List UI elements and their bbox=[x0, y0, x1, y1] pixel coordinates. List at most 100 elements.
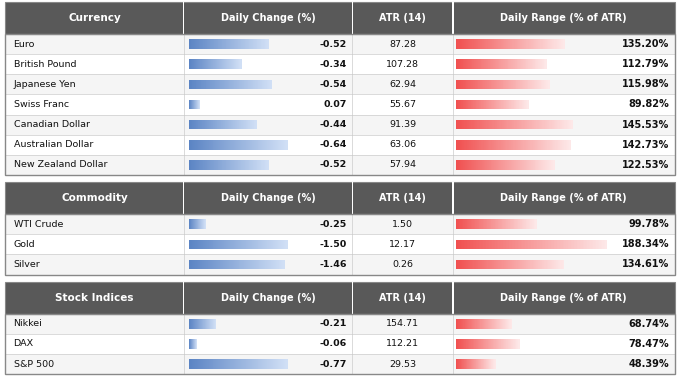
Bar bbox=[235, 140, 237, 150]
Bar bbox=[490, 339, 492, 349]
Bar bbox=[250, 359, 252, 369]
Bar bbox=[190, 100, 191, 109]
Bar bbox=[196, 339, 197, 349]
Bar bbox=[190, 339, 191, 349]
Bar bbox=[486, 319, 487, 329]
Bar bbox=[199, 260, 201, 269]
Bar bbox=[503, 319, 504, 329]
Bar bbox=[193, 219, 194, 229]
Bar bbox=[507, 219, 509, 229]
Bar bbox=[226, 120, 227, 129]
Bar bbox=[508, 339, 509, 349]
Bar bbox=[517, 59, 519, 69]
Bar bbox=[543, 160, 545, 170]
Bar bbox=[204, 219, 205, 229]
Bar bbox=[497, 219, 498, 229]
Text: British Pound: British Pound bbox=[14, 60, 76, 69]
Bar bbox=[286, 140, 288, 150]
Bar bbox=[510, 319, 511, 329]
Bar bbox=[473, 120, 475, 129]
Bar bbox=[532, 59, 534, 69]
Bar bbox=[222, 59, 224, 69]
Bar bbox=[198, 120, 199, 129]
Bar bbox=[562, 39, 564, 49]
Bar bbox=[475, 140, 477, 150]
Bar bbox=[204, 260, 206, 269]
Bar bbox=[515, 59, 517, 69]
Bar bbox=[560, 260, 561, 269]
Bar bbox=[545, 240, 547, 249]
Bar bbox=[205, 80, 207, 89]
Bar bbox=[203, 160, 205, 170]
Bar bbox=[211, 160, 212, 170]
Bar bbox=[204, 319, 205, 329]
Bar bbox=[265, 140, 266, 150]
Bar bbox=[483, 39, 485, 49]
Bar bbox=[193, 219, 194, 229]
Bar bbox=[589, 240, 591, 249]
Bar bbox=[247, 140, 248, 150]
Bar bbox=[509, 140, 511, 150]
Bar bbox=[509, 59, 511, 69]
Bar bbox=[231, 39, 233, 49]
Bar bbox=[273, 359, 275, 369]
Bar bbox=[195, 339, 196, 349]
Bar bbox=[488, 160, 490, 170]
Bar bbox=[192, 219, 193, 229]
Bar bbox=[216, 359, 217, 369]
Bar bbox=[513, 339, 515, 349]
Bar bbox=[223, 160, 224, 170]
Bar bbox=[250, 39, 251, 49]
Bar bbox=[256, 240, 258, 249]
Bar bbox=[209, 140, 211, 150]
Bar bbox=[201, 59, 202, 69]
Bar bbox=[194, 100, 195, 109]
Bar bbox=[205, 319, 206, 329]
Bar bbox=[481, 160, 483, 170]
Bar bbox=[189, 100, 190, 109]
Bar bbox=[219, 80, 220, 89]
Bar bbox=[225, 260, 227, 269]
Bar bbox=[492, 359, 494, 369]
Bar bbox=[190, 319, 191, 329]
Bar bbox=[283, 359, 285, 369]
Bar bbox=[473, 59, 475, 69]
Bar bbox=[475, 339, 477, 349]
Bar bbox=[266, 160, 268, 170]
Bar bbox=[484, 100, 486, 109]
Bar bbox=[194, 100, 195, 109]
Bar bbox=[513, 339, 514, 349]
Bar bbox=[496, 120, 498, 129]
Bar bbox=[221, 240, 223, 249]
Bar bbox=[258, 140, 260, 150]
Bar bbox=[208, 59, 209, 69]
Bar bbox=[458, 59, 460, 69]
Bar bbox=[535, 219, 537, 229]
Bar bbox=[242, 140, 243, 150]
Bar bbox=[558, 140, 560, 150]
Bar bbox=[217, 59, 218, 69]
Bar bbox=[470, 319, 471, 329]
Bar bbox=[462, 240, 464, 249]
Bar bbox=[500, 59, 502, 69]
Bar bbox=[205, 120, 206, 129]
Bar bbox=[499, 219, 500, 229]
Bar bbox=[471, 339, 473, 349]
Bar bbox=[475, 339, 476, 349]
Bar bbox=[201, 59, 203, 69]
Bar bbox=[569, 140, 571, 150]
Bar bbox=[235, 160, 236, 170]
Bar bbox=[504, 140, 506, 150]
Bar bbox=[476, 59, 477, 69]
Bar bbox=[246, 39, 248, 49]
Bar bbox=[566, 140, 567, 150]
Bar bbox=[494, 140, 496, 150]
Bar bbox=[520, 219, 522, 229]
Bar bbox=[193, 339, 194, 349]
Bar bbox=[490, 359, 491, 369]
Bar bbox=[544, 39, 545, 49]
Bar bbox=[192, 100, 193, 109]
Bar bbox=[241, 39, 243, 49]
Bar bbox=[528, 59, 530, 69]
Bar bbox=[227, 39, 228, 49]
